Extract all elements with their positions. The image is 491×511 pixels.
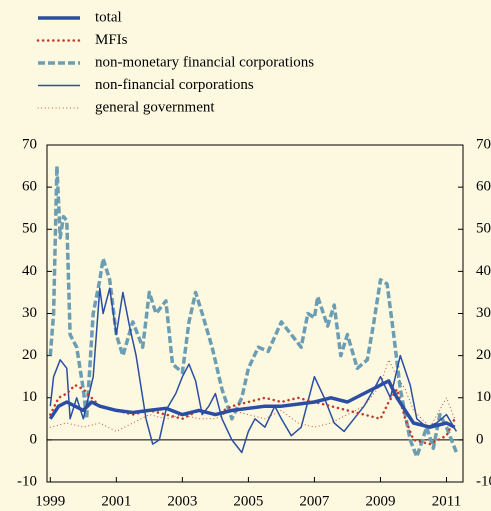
x-tick-label: 2003 [167, 493, 197, 509]
y2-tick-label: 40 [476, 263, 491, 279]
y-tick-label: -10 [17, 473, 37, 489]
x-tick-label: 1999 [35, 493, 65, 509]
legend-label: non-financial corporations [95, 77, 254, 93]
x-tick-label: 2007 [299, 493, 330, 509]
y-tick-label: 50 [22, 221, 37, 237]
legend-label: MFIs [95, 32, 128, 48]
plot-frame [46, 144, 464, 483]
series-line [49, 359, 456, 432]
x-tick-label: 2011 [432, 493, 461, 509]
legend-label: general government [95, 99, 215, 115]
x-tick-label: 2005 [233, 493, 263, 509]
y2-tick-label: 50 [476, 221, 491, 237]
x-tick-label: 2001 [101, 493, 131, 509]
y2-tick-label: 30 [476, 305, 491, 321]
y-tick-label: 30 [22, 305, 37, 321]
series-line [48, 164, 459, 459]
y2-tick-label: 60 [476, 179, 491, 195]
y-tick-label: 10 [22, 389, 37, 405]
y2-tick-label: 70 [476, 136, 491, 152]
series-line [49, 287, 458, 454]
series-line [49, 383, 456, 446]
y2-tick-label: 0 [476, 431, 484, 447]
legend-label: total [95, 9, 122, 25]
y-tick-label: 20 [22, 347, 37, 363]
legend-label: non-monetary financial corporations [95, 54, 314, 70]
y-tick-label: 70 [22, 136, 37, 152]
y-tick-label: 40 [22, 263, 37, 279]
y-tick-label: 0 [30, 431, 38, 447]
series-line [48, 379, 456, 429]
y2-tick-label: 10 [476, 389, 491, 405]
y-tick-label: 60 [22, 179, 37, 195]
y2-tick-label: 20 [476, 347, 491, 363]
x-tick-label: 2009 [365, 493, 395, 509]
y2-tick-label: -10 [476, 473, 491, 489]
